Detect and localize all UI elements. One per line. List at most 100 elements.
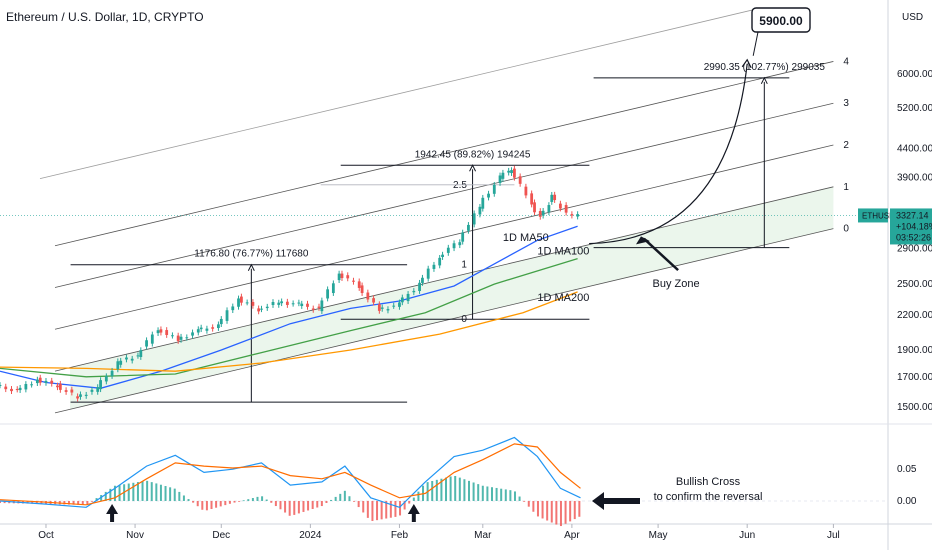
candle-body bbox=[191, 332, 194, 336]
candle-body bbox=[116, 361, 120, 370]
candle-body bbox=[18, 387, 22, 391]
channel-outer-line bbox=[39, 7, 761, 180]
macd-histogram-bar bbox=[288, 500, 291, 516]
macd-histogram-bar bbox=[573, 500, 576, 520]
macd-histogram-bar bbox=[468, 480, 471, 501]
candle-body bbox=[357, 281, 361, 288]
macd-histogram-bar bbox=[132, 482, 135, 501]
last-price-change: +104.18% bbox=[896, 221, 932, 231]
candle-body bbox=[159, 329, 163, 333]
candle-body bbox=[176, 335, 180, 341]
candle-body bbox=[156, 330, 160, 334]
candle-body bbox=[441, 254, 444, 258]
candle-body bbox=[513, 168, 516, 178]
candle-body bbox=[280, 301, 284, 304]
candle-body bbox=[15, 389, 19, 391]
candle-body bbox=[231, 306, 235, 311]
x-tick-label: Dec bbox=[212, 530, 230, 541]
candle-body bbox=[219, 318, 223, 325]
macd-histogram-bar bbox=[518, 496, 521, 501]
macd-histogram-bar bbox=[320, 500, 323, 507]
macd-histogram-bar bbox=[440, 478, 443, 501]
candle-body bbox=[421, 277, 424, 283]
measure-label: 1176.80 (76.77%) 117680 bbox=[194, 249, 309, 260]
macd-histogram-bar bbox=[118, 484, 121, 501]
candle-body bbox=[360, 285, 364, 294]
macd-histogram-bar bbox=[509, 490, 512, 501]
macd-histogram-bar bbox=[477, 484, 480, 501]
last-price-tag bbox=[890, 208, 932, 245]
candle-body bbox=[412, 290, 416, 293]
macd-histogram-bar bbox=[472, 482, 475, 501]
candle-body bbox=[547, 205, 551, 213]
candle-body bbox=[237, 298, 240, 307]
x-tick-label: May bbox=[649, 530, 668, 541]
macd-histogram-bar bbox=[316, 500, 319, 508]
macd-histogram-bar bbox=[380, 500, 383, 520]
macd-histogram-bar bbox=[532, 500, 535, 512]
macd-histogram-bar bbox=[513, 491, 516, 501]
measure-arrow-head bbox=[760, 76, 768, 85]
candle-body bbox=[340, 273, 344, 279]
macd-histogram-bar bbox=[297, 500, 300, 514]
macd-histogram-bar bbox=[408, 500, 411, 504]
macd-histogram-bar bbox=[523, 500, 526, 502]
candle-body bbox=[530, 193, 534, 205]
candle-body bbox=[251, 301, 255, 306]
x-tick-label: Mar bbox=[474, 530, 492, 541]
macd-histogram-bar bbox=[215, 500, 218, 508]
buy-zone-label: Buy Zone bbox=[653, 278, 700, 290]
macd-histogram-bar bbox=[173, 488, 176, 501]
macd-histogram-bar bbox=[481, 485, 484, 501]
macd-histogram-bar bbox=[77, 500, 80, 505]
candle-body bbox=[285, 301, 289, 305]
macd-histogram-bar bbox=[178, 491, 181, 501]
macd-histogram-bar bbox=[389, 500, 392, 518]
macd-histogram-bar bbox=[196, 500, 199, 507]
macd-histogram-bar bbox=[35, 500, 38, 504]
macd-histogram-bar bbox=[274, 500, 277, 507]
macd-tick-label: 0.05 bbox=[897, 464, 917, 475]
macd-histogram-bar bbox=[104, 491, 107, 501]
candle-body bbox=[331, 283, 335, 294]
bullish-cross-arrow bbox=[106, 504, 119, 522]
macd-histogram-bar bbox=[201, 500, 204, 510]
ma200-label: 1D MA200 bbox=[537, 292, 589, 304]
candle-body bbox=[136, 355, 140, 357]
macd-histogram-bar bbox=[192, 500, 195, 503]
candle-body bbox=[84, 394, 88, 396]
candle-body bbox=[90, 389, 94, 392]
measure-arrow-head bbox=[469, 164, 477, 172]
y-tick-label: 6000.00 bbox=[897, 69, 932, 80]
series-line-1d-ma200 bbox=[0, 291, 578, 372]
candle-body bbox=[225, 310, 229, 321]
candle-body bbox=[10, 388, 13, 392]
candle-body bbox=[291, 303, 295, 305]
y-tick-label: 1500.00 bbox=[897, 402, 932, 413]
buy-zone-arrowhead bbox=[635, 236, 650, 245]
candle-body bbox=[30, 384, 34, 386]
channel-level-label: 2 bbox=[843, 140, 849, 151]
candle-body bbox=[217, 324, 220, 329]
macd-histogram-bar bbox=[399, 500, 402, 516]
candle-body bbox=[96, 387, 100, 392]
channel-line-0 bbox=[54, 228, 834, 414]
macd-histogram-bar bbox=[63, 500, 66, 505]
channel-level-label: 4 bbox=[843, 56, 849, 67]
candle-body bbox=[205, 328, 209, 331]
candle-body bbox=[326, 289, 330, 299]
macd-histogram-bar bbox=[3, 500, 6, 504]
macd-histogram-bar bbox=[256, 496, 259, 501]
candle-body bbox=[297, 302, 301, 304]
candle-body bbox=[64, 390, 68, 392]
macd-histogram-bar bbox=[371, 500, 374, 521]
candle-body bbox=[418, 282, 421, 292]
candle-body bbox=[110, 370, 114, 376]
candle-body bbox=[481, 197, 485, 209]
last-price-countdown: 03:52:26 bbox=[896, 232, 931, 242]
macd-histogram-bar bbox=[330, 499, 333, 501]
macd-histogram-bar bbox=[164, 486, 167, 501]
y-tick-label: 3900.00 bbox=[897, 172, 932, 183]
macd-histogram-bar bbox=[394, 500, 397, 517]
macd-histogram-bar bbox=[242, 500, 245, 502]
